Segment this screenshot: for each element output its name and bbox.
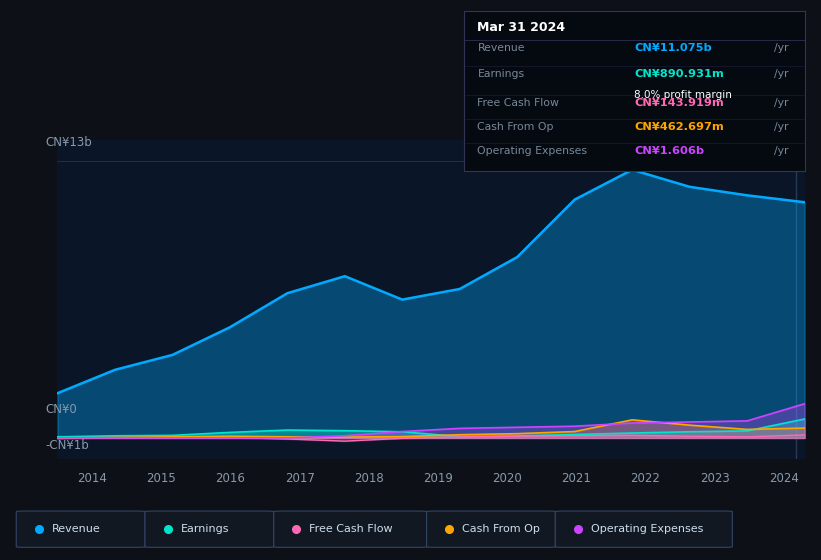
Text: 2020: 2020 (493, 472, 522, 486)
Text: 2021: 2021 (562, 472, 591, 486)
Text: CN¥1.606b: CN¥1.606b (635, 146, 704, 156)
Text: Earnings: Earnings (478, 69, 525, 80)
Text: 2016: 2016 (215, 472, 245, 486)
Text: Operating Expenses: Operating Expenses (591, 524, 703, 534)
Text: Mar 31 2024: Mar 31 2024 (478, 21, 566, 34)
Text: 2018: 2018 (354, 472, 383, 486)
FancyBboxPatch shape (555, 511, 732, 547)
Text: 2015: 2015 (146, 472, 177, 486)
Text: Revenue: Revenue (478, 43, 525, 53)
Text: CN¥143.919m: CN¥143.919m (635, 98, 724, 108)
Text: -CN¥1b: -CN¥1b (45, 438, 89, 452)
Text: /yr: /yr (774, 69, 788, 80)
Text: Operating Expenses: Operating Expenses (478, 146, 588, 156)
Text: CN¥462.697m: CN¥462.697m (635, 122, 724, 132)
FancyBboxPatch shape (16, 511, 145, 547)
Text: Free Cash Flow: Free Cash Flow (310, 524, 392, 534)
FancyBboxPatch shape (273, 511, 427, 547)
Text: 2022: 2022 (631, 472, 660, 486)
Text: /yr: /yr (774, 43, 788, 53)
Text: Cash From Op: Cash From Op (478, 122, 554, 132)
Text: 2014: 2014 (77, 472, 107, 486)
Text: Earnings: Earnings (181, 524, 229, 534)
Text: CN¥0: CN¥0 (45, 403, 77, 417)
Text: 2017: 2017 (285, 472, 314, 486)
Text: Cash From Op: Cash From Op (462, 524, 540, 534)
Text: 2024: 2024 (769, 472, 799, 486)
Text: /yr: /yr (774, 122, 788, 132)
Text: /yr: /yr (774, 146, 788, 156)
FancyBboxPatch shape (427, 511, 555, 547)
Text: Free Cash Flow: Free Cash Flow (478, 98, 559, 108)
Text: CN¥13b: CN¥13b (45, 136, 92, 150)
Text: 8.0% profit margin: 8.0% profit margin (635, 90, 732, 100)
FancyBboxPatch shape (145, 511, 273, 547)
Text: 2023: 2023 (699, 472, 730, 486)
Text: /yr: /yr (774, 98, 788, 108)
Text: 2019: 2019 (423, 472, 453, 486)
Text: Revenue: Revenue (52, 524, 100, 534)
Text: CN¥890.931m: CN¥890.931m (635, 69, 724, 80)
Text: CN¥11.075b: CN¥11.075b (635, 43, 712, 53)
